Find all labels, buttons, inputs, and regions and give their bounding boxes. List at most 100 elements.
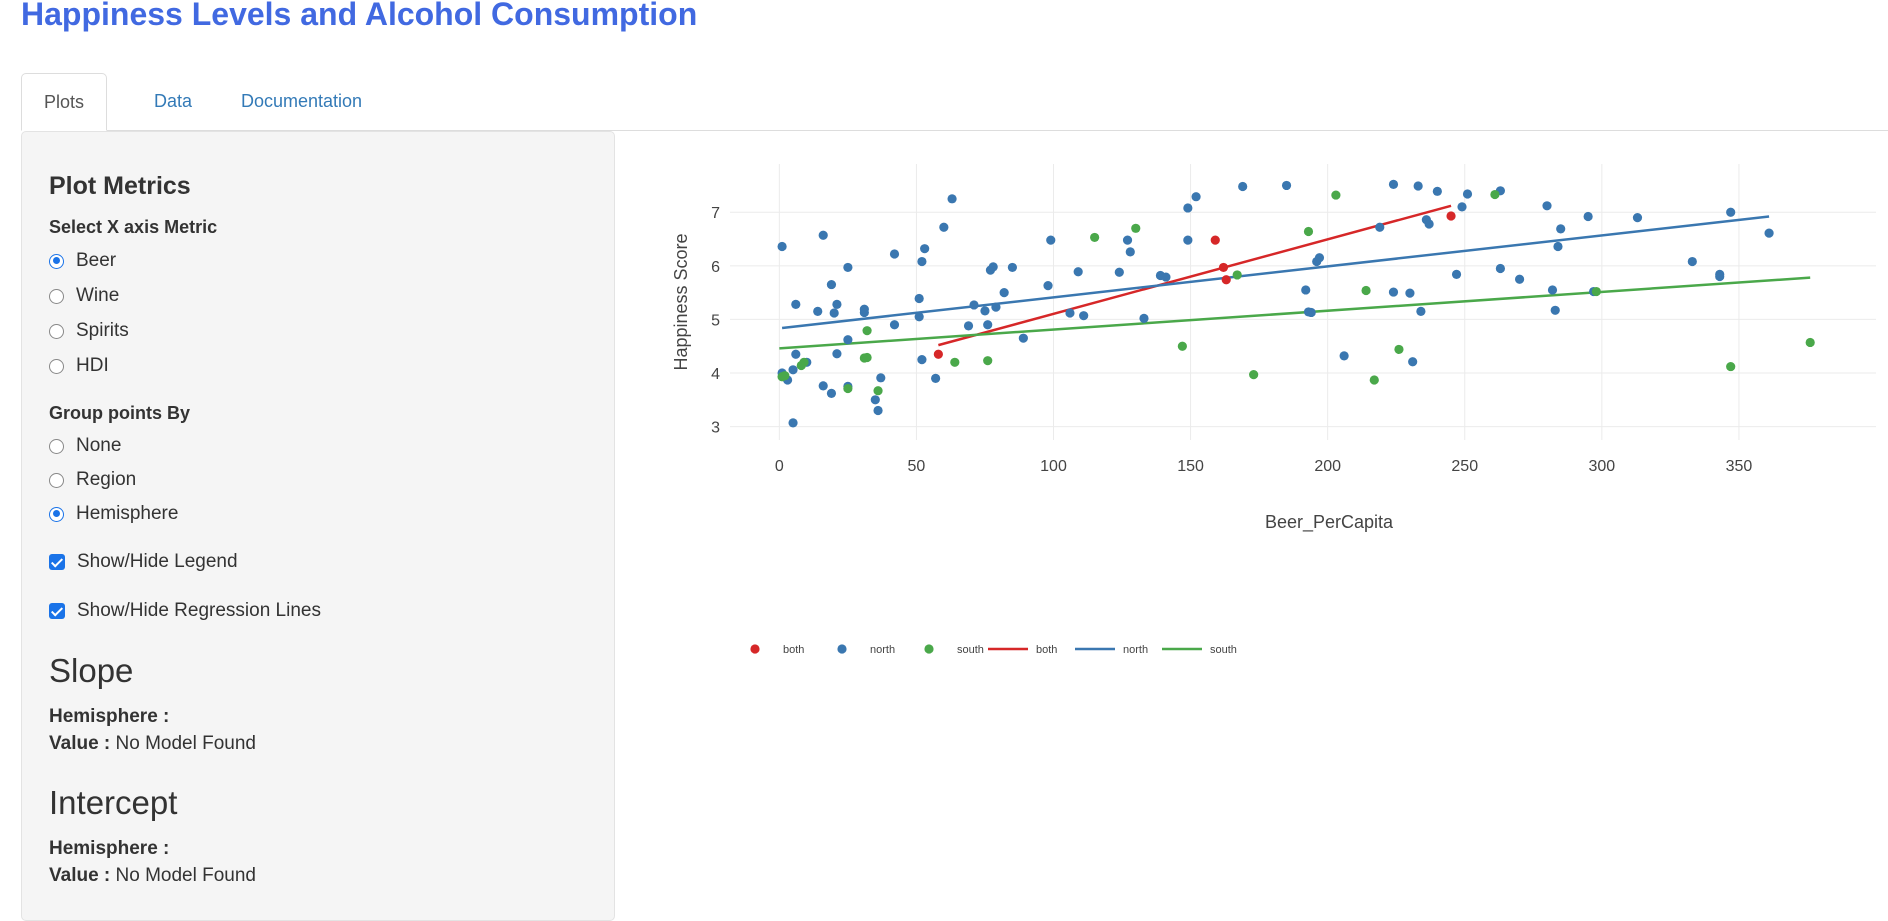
- data-point-both: [933, 349, 943, 359]
- radio-none[interactable]: None: [49, 434, 121, 458]
- data-point-north: [1432, 186, 1442, 196]
- legend-label: north: [1123, 644, 1148, 656]
- data-point-north: [1183, 235, 1193, 245]
- x-tick-label: 350: [1726, 458, 1753, 475]
- data-point-south: [873, 386, 883, 396]
- y-tick-label: 7: [711, 205, 720, 222]
- data-point-north: [826, 279, 837, 290]
- slope-title: Slope: [49, 652, 134, 689]
- data-point-north: [1495, 263, 1505, 274]
- data-point-north: [813, 306, 823, 316]
- legend-label: both: [1036, 644, 1057, 656]
- legend-label: both: [783, 644, 804, 656]
- data-point-north: [1413, 181, 1423, 191]
- radio-wine[interactable]: Wine: [49, 284, 119, 308]
- radio-label: HDI: [76, 355, 109, 376]
- slope-value-row: Value : No Model Found: [49, 733, 256, 755]
- legend-toggle[interactable]: Show/Hide Legend: [49, 550, 238, 574]
- data-point-north: [963, 321, 974, 331]
- intercept-title: Intercept: [49, 784, 178, 821]
- data-point-north: [1122, 235, 1133, 245]
- data-point-south: [1331, 190, 1341, 200]
- data-point-north: [1457, 202, 1467, 212]
- slope-group-label: Hemisphere :: [49, 706, 170, 727]
- radio-button[interactable]: [49, 253, 64, 269]
- radio-hdi[interactable]: HDI: [49, 354, 109, 378]
- data-point-north: [843, 335, 853, 345]
- tab-data[interactable]: Data: [154, 91, 193, 111]
- radio-label: Spirits: [76, 320, 129, 341]
- slope-value-label: Value :: [49, 733, 111, 754]
- regression-toggle-label: Show/Hide Regression Lines: [77, 600, 321, 621]
- regression-line-north: [781, 215, 1770, 330]
- legend-checkbox[interactable]: [49, 554, 65, 570]
- data-point-north: [1306, 307, 1316, 318]
- data-point-north: [777, 241, 787, 252]
- data-point-both: [1446, 211, 1456, 221]
- radio-button[interactable]: [49, 288, 64, 304]
- data-point-north: [914, 293, 924, 304]
- regression-line-both: [938, 204, 1452, 347]
- radio-button[interactable]: [49, 358, 64, 374]
- data-point-north: [1114, 267, 1124, 277]
- data-point-north: [1007, 262, 1017, 273]
- radio-button[interactable]: [49, 472, 64, 488]
- y-tick-label: 4: [711, 366, 720, 383]
- data-point-north: [999, 288, 1009, 298]
- x-tick-label: 100: [1040, 458, 1067, 475]
- data-point-north: [1388, 179, 1399, 189]
- data-point-north: [939, 222, 949, 232]
- legend-marker-both: [750, 644, 760, 654]
- regression-checkbox[interactable]: [49, 603, 65, 619]
- radio-spirits[interactable]: Spirits: [49, 319, 129, 343]
- data-point-north: [1079, 311, 1089, 321]
- x-tick-label: 0: [775, 458, 784, 475]
- radio-region[interactable]: Region: [49, 468, 136, 492]
- data-point-north: [917, 355, 927, 365]
- data-point-north: [1238, 181, 1248, 192]
- data-point-south: [780, 371, 790, 381]
- tab-documentation[interactable]: Documentation: [241, 91, 363, 111]
- x-tick-label: 250: [1451, 458, 1478, 475]
- data-point-north: [1547, 285, 1558, 295]
- x-axis-title: Beer_PerCapita: [1265, 512, 1394, 533]
- data-point-north: [1046, 235, 1056, 245]
- data-point-north: [889, 249, 900, 259]
- x-axis-metric-label: Select X axis Metric: [49, 217, 218, 237]
- data-point-north: [826, 388, 837, 398]
- data-point-north: [843, 262, 853, 273]
- data-point-north: [1462, 189, 1473, 199]
- tab-plots[interactable]: Plots: [21, 73, 108, 131]
- tab-bar: Plots Data Documentation: [21, 73, 1888, 131]
- scatter-plot[interactable]: 0 50 100 150 200 250 300 350 3 4 5 6 7 Beer_PerCapita…: [640, 140, 1888, 680]
- data-point-south: [950, 357, 960, 367]
- data-point-north: [1301, 285, 1311, 295]
- data-point-south: [843, 383, 853, 394]
- data-point-north: [1314, 253, 1325, 263]
- data-point-north: [818, 230, 828, 240]
- data-point-north: [1388, 287, 1399, 297]
- data-point-north: [1191, 192, 1201, 202]
- data-point-north: [829, 308, 839, 318]
- intercept-value: No Model Found: [115, 865, 256, 886]
- data-point-north: [1726, 207, 1736, 217]
- data-point-north: [1715, 271, 1725, 282]
- radio-beer[interactable]: Beer: [49, 249, 116, 273]
- data-point-north: [889, 320, 900, 330]
- x-tick-label: 200: [1314, 458, 1341, 475]
- radio-hemisphere[interactable]: Hemisphere: [49, 502, 178, 526]
- data-point-south: [1726, 361, 1736, 372]
- plot-metrics-heading: Plot Metrics: [49, 172, 191, 200]
- radio-button[interactable]: [49, 323, 64, 339]
- data-point-south: [1249, 370, 1259, 380]
- radio-button[interactable]: [49, 506, 64, 522]
- data-point-north: [1339, 351, 1349, 361]
- page-title: Happiness Levels and Alcohol Consumption: [21, 0, 698, 32]
- data-point-both: [1221, 275, 1231, 285]
- regression-toggle[interactable]: Show/Hide Regression Lines: [49, 599, 321, 623]
- data-point-north: [870, 395, 880, 405]
- radio-button[interactable]: [49, 438, 64, 454]
- x-tick-label: 300: [1588, 458, 1615, 475]
- intercept-group-row: Hemisphere :: [49, 838, 169, 860]
- data-point-south: [1394, 344, 1404, 355]
